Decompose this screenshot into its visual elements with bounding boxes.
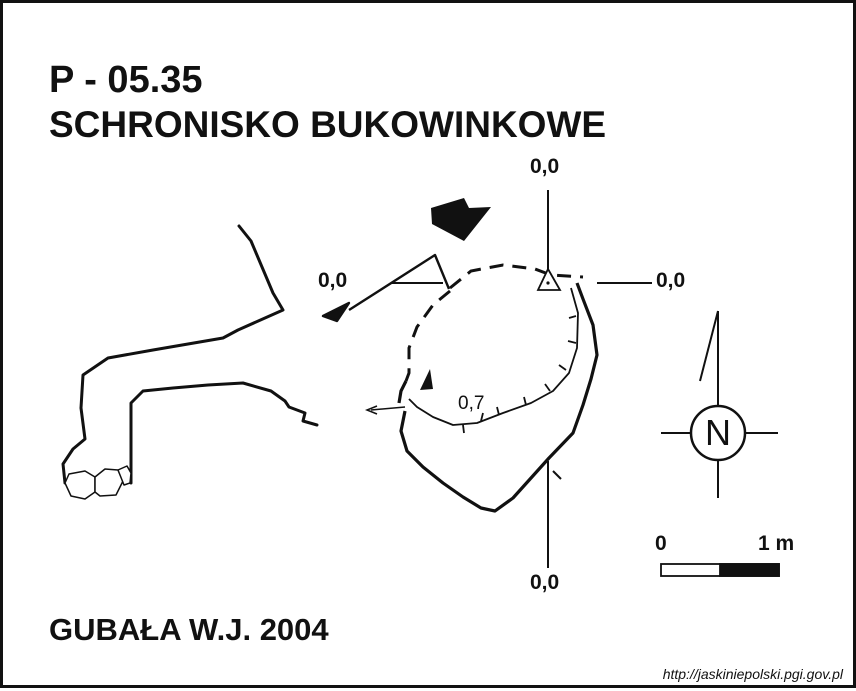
elevation-label-right: 0,0 (656, 269, 686, 292)
left-passage-outline (61, 224, 319, 485)
north-arrow-icon (661, 310, 778, 498)
elevation-label-top: 0,0 (530, 155, 560, 178)
survey-code: P - 05.35 (49, 59, 203, 101)
cave-name: SCHRONISKO BUKOWINKOWE (49, 104, 607, 145)
elevation-label-left: 0,0 (318, 269, 348, 292)
rock-blocks (64, 465, 132, 500)
cave-plan-drawing (61, 190, 780, 577)
projection-arrow (321, 253, 451, 323)
dripline-dashed-west (404, 289, 451, 382)
ledge-hatch-marks (462, 315, 577, 434)
elevation-label-interior: 0,7 (458, 393, 485, 414)
dip-marker-icon (420, 369, 433, 390)
chamber-outer-wall (399, 282, 599, 513)
source-url[interactable]: http://jaskiniepolski.pgi.gov.pl (662, 666, 843, 682)
inner-arrow (364, 405, 406, 415)
section-lines (391, 190, 652, 568)
dripline-dashed (449, 263, 584, 290)
chamber-inner-ledge (408, 287, 579, 426)
author-year: GUBAŁA W.J. 2004 (49, 612, 329, 647)
chamber-west-wall-stub (397, 380, 408, 404)
scale-end-label: 1 m (758, 532, 795, 555)
scale-bar (660, 563, 780, 577)
scale-start-label: 0 (655, 532, 667, 555)
entrance-arrow-icon (431, 198, 491, 241)
survey-datum-triangle-icon (536, 267, 562, 291)
elevation-label-bottom: 0,0 (530, 571, 560, 594)
